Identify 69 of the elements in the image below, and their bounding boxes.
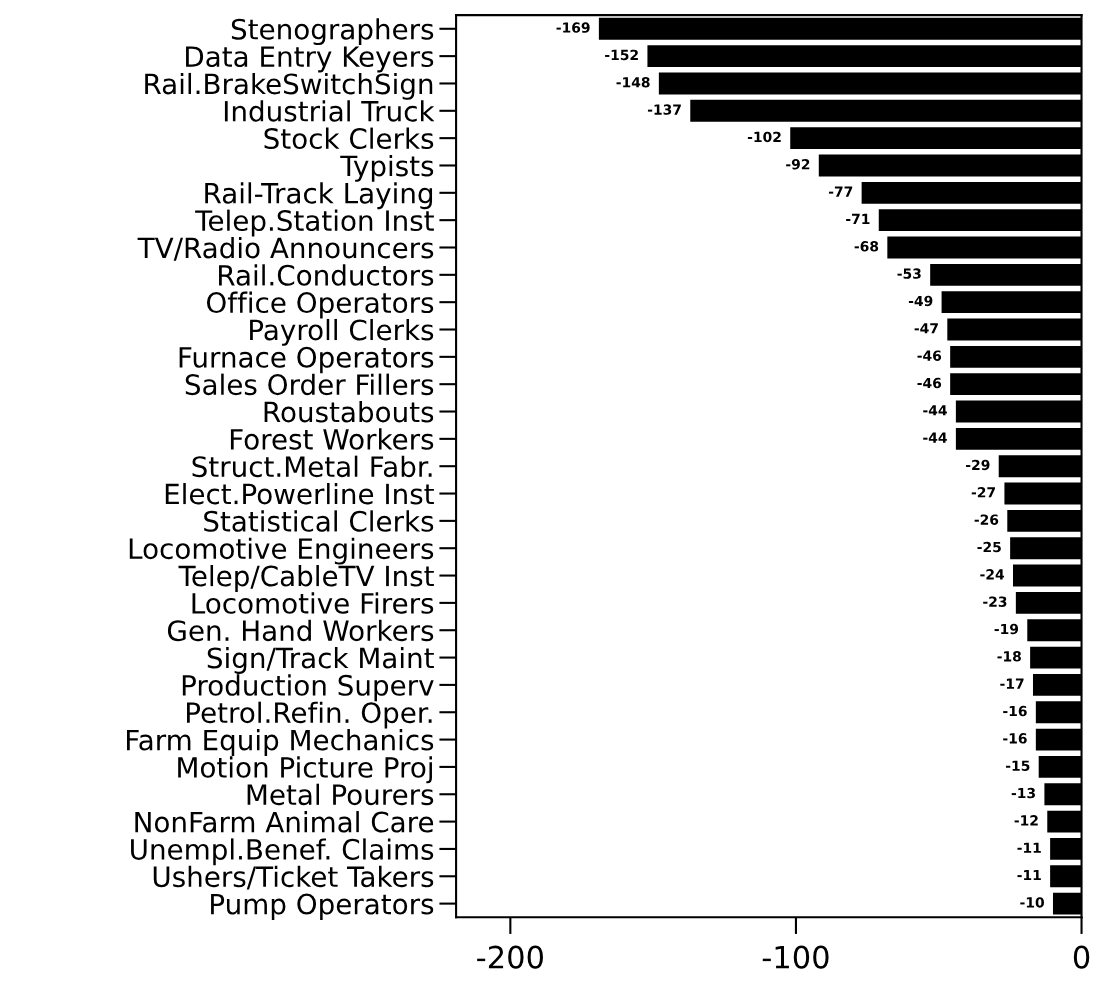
y-tick-label: Statistical Clerks	[204, 510, 434, 532]
x-tick-label: 0	[1073, 945, 1090, 969]
data-label: -19	[994, 623, 1019, 635]
data-label: -92	[786, 159, 810, 170]
data-label: -11	[1017, 842, 1041, 853]
y-tick-label: Sales Order Fillers	[185, 373, 434, 396]
data-label: -15	[1006, 760, 1030, 771]
x-tick-label: -100	[762, 945, 829, 969]
data-label: -11	[1017, 869, 1041, 881]
y-tick-label: Office Operators	[206, 291, 434, 319]
y-tick-label: Locomotive Firers	[192, 592, 434, 614]
y-tick-label: Forest Workers	[230, 428, 434, 450]
y-tick-label: Sign/Track Maint	[207, 647, 434, 674]
y-tick-label: Typists	[340, 154, 434, 182]
data-label: -16	[1003, 733, 1027, 744]
data-label: -23	[983, 596, 1007, 607]
data-label: -24	[980, 569, 1005, 580]
y-tick-label: Telep/CableTV Inst	[178, 565, 434, 592]
y-tick-label: Farm Equip Mechanics	[127, 729, 434, 756]
y-tick-label: Data Entry Keyers	[186, 46, 434, 73]
data-label: -18	[997, 651, 1021, 662]
y-tick-label: Production Superv	[182, 674, 434, 702]
data-label: -53	[897, 268, 921, 279]
y-tick-label: Payroll Clerks	[250, 318, 434, 346]
y-tick-label: Metal Pourers	[247, 783, 434, 806]
y-tick-label: Industrial Truck	[224, 100, 435, 122]
data-label: -71	[846, 213, 870, 224]
data-label: -49	[908, 295, 933, 307]
data-label: -26	[974, 514, 999, 525]
data-label: -13	[1011, 787, 1035, 799]
data-label: -17	[1000, 678, 1024, 689]
data-label: -12	[1014, 815, 1038, 826]
y-tick-label: Struct.Metal Fabr.	[192, 455, 432, 478]
y-tick-label: Rail.Conductors	[219, 264, 434, 286]
data-label: -102	[747, 131, 781, 143]
data-label: -137	[647, 104, 681, 115]
y-tick-label: Stenographers	[231, 18, 434, 46]
x-tick-label: -200	[477, 945, 543, 969]
y-tick-label: TV/Radio Announcers	[137, 236, 434, 261]
data-label: -47	[914, 323, 938, 334]
y-tick-label: Ushers/Ticket Takers	[153, 865, 434, 890]
data-label: -169	[556, 22, 590, 33]
y-tick-label: Petrol.Refin. Oper.	[187, 701, 432, 729]
data-label: -27	[971, 487, 995, 498]
data-label: -46	[917, 350, 942, 361]
y-tick-label: Telep.Station Inst	[195, 209, 434, 237]
y-tick-label: Pump Operators	[211, 893, 434, 920]
y-tick-label: Rail-Track Laying	[205, 182, 433, 210]
y-tick-label: Motion Picture Proj	[178, 756, 432, 784]
data-label: -46	[917, 377, 942, 389]
y-tick-label: Roustabouts	[264, 400, 434, 423]
data-label: -29	[966, 459, 990, 471]
y-tick-label: Rail.BrakeSwitchSign	[145, 72, 433, 100]
y-tick-label: Furnace Operators	[179, 346, 434, 374]
data-label: -77	[828, 186, 853, 197]
y-tick-label: Unempl.Benef. Claims	[131, 838, 434, 866]
data-label: -152	[605, 49, 638, 61]
y-tick-label: Gen. Hand Workers	[167, 619, 434, 642]
data-label: -10	[1020, 897, 1044, 908]
data-label: -16	[1003, 705, 1027, 717]
y-tick-label: Locomotive Engineers	[129, 537, 434, 565]
y-tick-label: NonFarm Animal Care	[135, 811, 434, 833]
data-label: -148	[616, 76, 650, 88]
y-tick-label: Stock Clerks	[264, 127, 434, 150]
y-tick-label: Elect.Powerline Inst	[165, 482, 434, 505]
data-label: -25	[977, 541, 1001, 553]
data-label: -44	[923, 432, 947, 443]
data-label: -68	[854, 241, 879, 252]
data-label: -44	[923, 405, 947, 416]
